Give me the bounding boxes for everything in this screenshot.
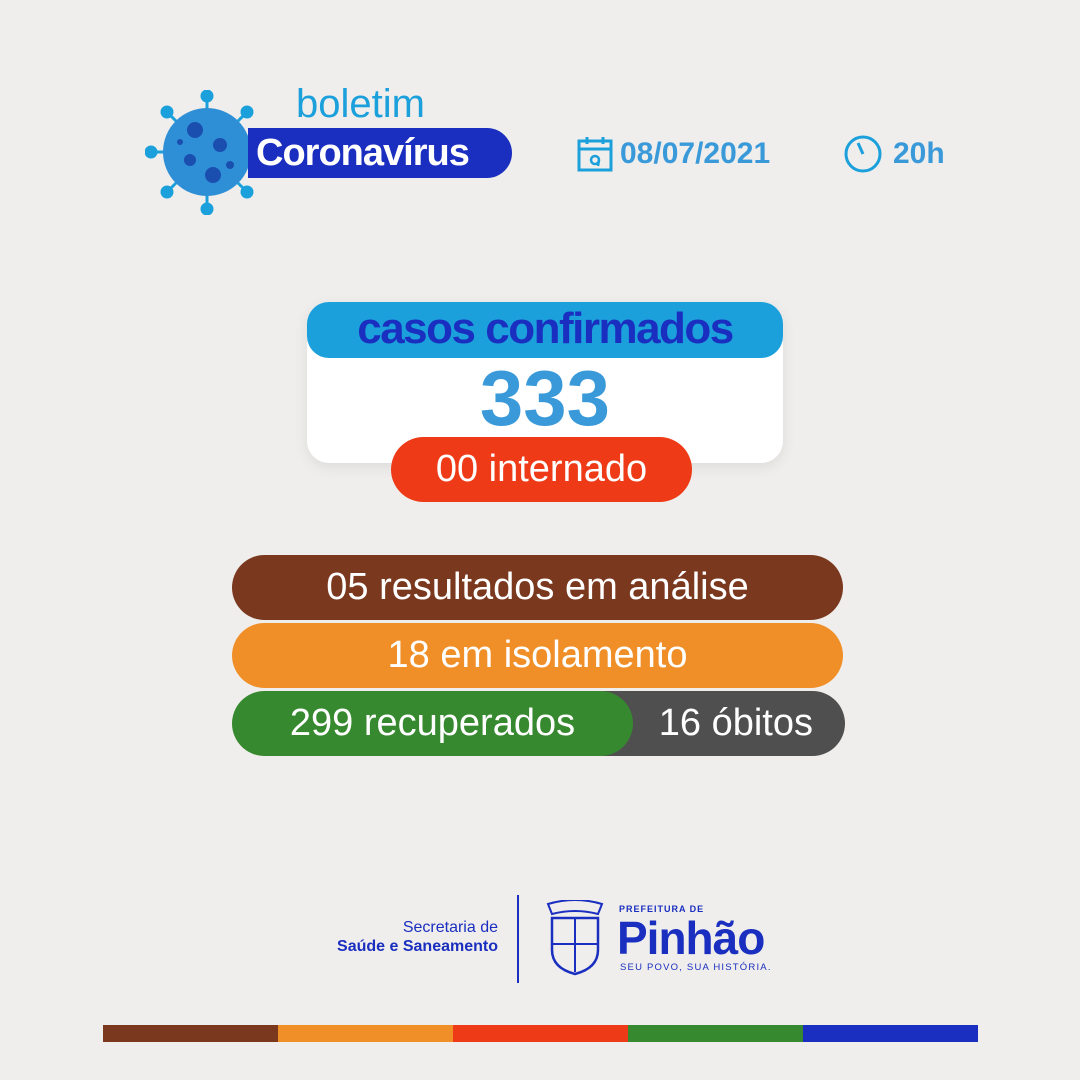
color-stripe [278, 1025, 453, 1042]
calendar-icon [577, 137, 613, 172]
color-stripe [628, 1025, 803, 1042]
confirmed-cases-label: casos confirmados [307, 302, 783, 358]
hospitalized-badge: 00 internado [391, 437, 692, 502]
logo-divider [517, 895, 519, 983]
time-display: 20h [843, 134, 945, 174]
time-text: 20h [893, 137, 945, 170]
date-display: 08/07/2021 [576, 134, 770, 174]
secretaria-line1: Secretaria de [402, 919, 498, 936]
secretaria-line2: Saúde e Saneamento [337, 938, 498, 955]
city-slogan: SEU POVO, SUA HISTÓRIA. [620, 962, 772, 973]
color-stripe [803, 1025, 978, 1042]
city-name: Pinhão [617, 912, 765, 964]
color-stripe [103, 1025, 278, 1042]
confirmed-cases-count: 333 [479, 354, 611, 442]
prefeitura-label: PREFEITURA DE [619, 904, 705, 914]
clock-icon [844, 135, 882, 173]
bulletin-title: Coronavírus [248, 128, 512, 178]
secretaria-logo: Secretaria de Saúde e Saneamento [300, 918, 498, 956]
date-text: 08/07/2021 [620, 137, 771, 170]
virus-icon [145, 90, 270, 215]
deaths-text: 16 óbitos [658, 702, 813, 744]
color-stripes [103, 1025, 978, 1042]
city-crest-icon [546, 900, 604, 976]
isolation-bar: 18 em isolamento [232, 623, 843, 688]
boletim-label: boletim [296, 82, 425, 126]
recovered-bar: 299 recuperados [232, 691, 633, 756]
color-stripe [453, 1025, 628, 1042]
analysis-bar: 05 resultados em análise [232, 555, 843, 620]
